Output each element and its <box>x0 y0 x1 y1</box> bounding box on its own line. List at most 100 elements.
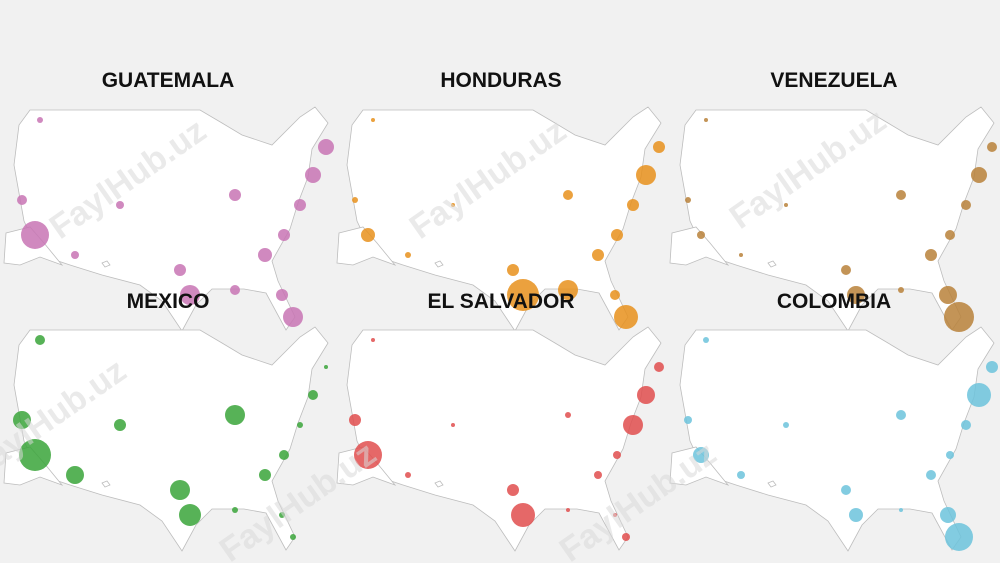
city-bubble <box>784 203 788 207</box>
city-bubble <box>21 221 49 249</box>
us-map <box>336 106 665 332</box>
maps: GUATEMALA HONDURAS VENEZUELA MEXICO EL SALVA… <box>3 69 998 552</box>
city-bubble <box>507 484 519 496</box>
city-bubble <box>232 507 238 513</box>
city-bubble <box>961 200 971 210</box>
city-bubble <box>259 469 271 481</box>
city-bubble <box>511 503 535 527</box>
city-bubble <box>229 189 241 201</box>
city-bubble <box>971 167 987 183</box>
city-bubble <box>230 285 240 295</box>
city-bubble <box>354 441 382 469</box>
city-bubble <box>558 280 578 300</box>
city-bubble <box>637 386 655 404</box>
city-bubble <box>170 480 190 500</box>
city-bubble <box>318 139 334 155</box>
city-bubble <box>116 201 124 209</box>
city-bubble <box>961 420 971 430</box>
city-bubble <box>987 142 997 152</box>
city-bubble <box>566 508 570 512</box>
city-bubble <box>653 141 665 153</box>
map-title: COLOMBIA <box>777 290 891 313</box>
city-bubble <box>294 199 306 211</box>
city-bubble <box>17 195 27 205</box>
us-map <box>669 106 997 332</box>
map-title: VENEZUELA <box>770 69 897 92</box>
city-bubble <box>783 422 789 428</box>
city-bubble <box>405 472 411 478</box>
city-bubble <box>847 286 865 304</box>
city-bubble <box>371 118 375 122</box>
city-bubble <box>944 302 974 332</box>
city-bubble <box>737 471 745 479</box>
city-bubble <box>925 249 937 261</box>
city-bubble <box>66 466 84 484</box>
city-bubble <box>290 534 296 540</box>
city-bubble <box>939 286 957 304</box>
city-bubble <box>636 165 656 185</box>
city-bubble <box>361 228 375 242</box>
us-map <box>336 326 664 552</box>
city-bubble <box>899 508 903 512</box>
city-bubble <box>174 264 186 276</box>
city-bubble <box>986 361 998 373</box>
city-bubble <box>507 264 519 276</box>
city-bubble <box>279 512 285 518</box>
city-bubble <box>13 411 31 429</box>
city-bubble <box>623 415 643 435</box>
city-bubble <box>945 523 973 551</box>
city-bubble <box>896 190 906 200</box>
city-bubble <box>308 390 318 400</box>
city-bubble <box>594 471 602 479</box>
city-bubble <box>324 365 328 369</box>
city-bubble <box>179 504 201 526</box>
city-bubble <box>697 231 705 239</box>
city-bubble <box>451 203 455 207</box>
city-bubble <box>739 253 743 257</box>
city-bubble <box>611 229 623 241</box>
city-bubble <box>114 419 126 431</box>
city-bubble <box>37 117 43 123</box>
city-bubble <box>35 335 45 345</box>
city-bubble <box>225 405 245 425</box>
map-title: HONDURAS <box>440 69 561 92</box>
city-bubble <box>703 337 709 343</box>
city-bubble <box>71 251 79 259</box>
city-bubble <box>371 338 375 342</box>
city-bubble <box>896 410 906 420</box>
city-bubble <box>613 513 617 517</box>
us-map <box>3 106 334 332</box>
city-bubble <box>945 230 955 240</box>
map-title: GUATEMALA <box>102 69 235 92</box>
us-map <box>669 326 998 552</box>
city-bubble <box>685 197 691 203</box>
city-bubble <box>610 290 620 300</box>
city-bubble <box>258 248 272 262</box>
city-bubble <box>898 287 904 293</box>
city-bubble <box>305 167 321 183</box>
city-bubble <box>297 422 303 428</box>
city-bubble <box>507 279 539 311</box>
city-bubble <box>19 439 51 471</box>
city-bubble <box>451 423 455 427</box>
city-bubble <box>352 197 358 203</box>
city-bubble <box>622 533 630 541</box>
city-bubble <box>841 265 851 275</box>
city-bubble <box>278 229 290 241</box>
city-bubble <box>967 383 991 407</box>
city-bubble <box>283 307 303 327</box>
city-bubble <box>180 285 200 305</box>
us-map <box>3 326 329 552</box>
city-bubble <box>349 414 361 426</box>
map-title: EL SALVADOR <box>427 290 574 313</box>
city-bubble <box>405 252 411 258</box>
city-bubble <box>940 507 956 523</box>
city-bubble <box>613 451 621 459</box>
city-bubble <box>704 118 708 122</box>
city-bubble <box>849 508 863 522</box>
city-bubble <box>946 451 954 459</box>
city-bubble <box>276 289 288 301</box>
city-bubble <box>693 447 709 463</box>
city-bubble <box>614 305 638 329</box>
